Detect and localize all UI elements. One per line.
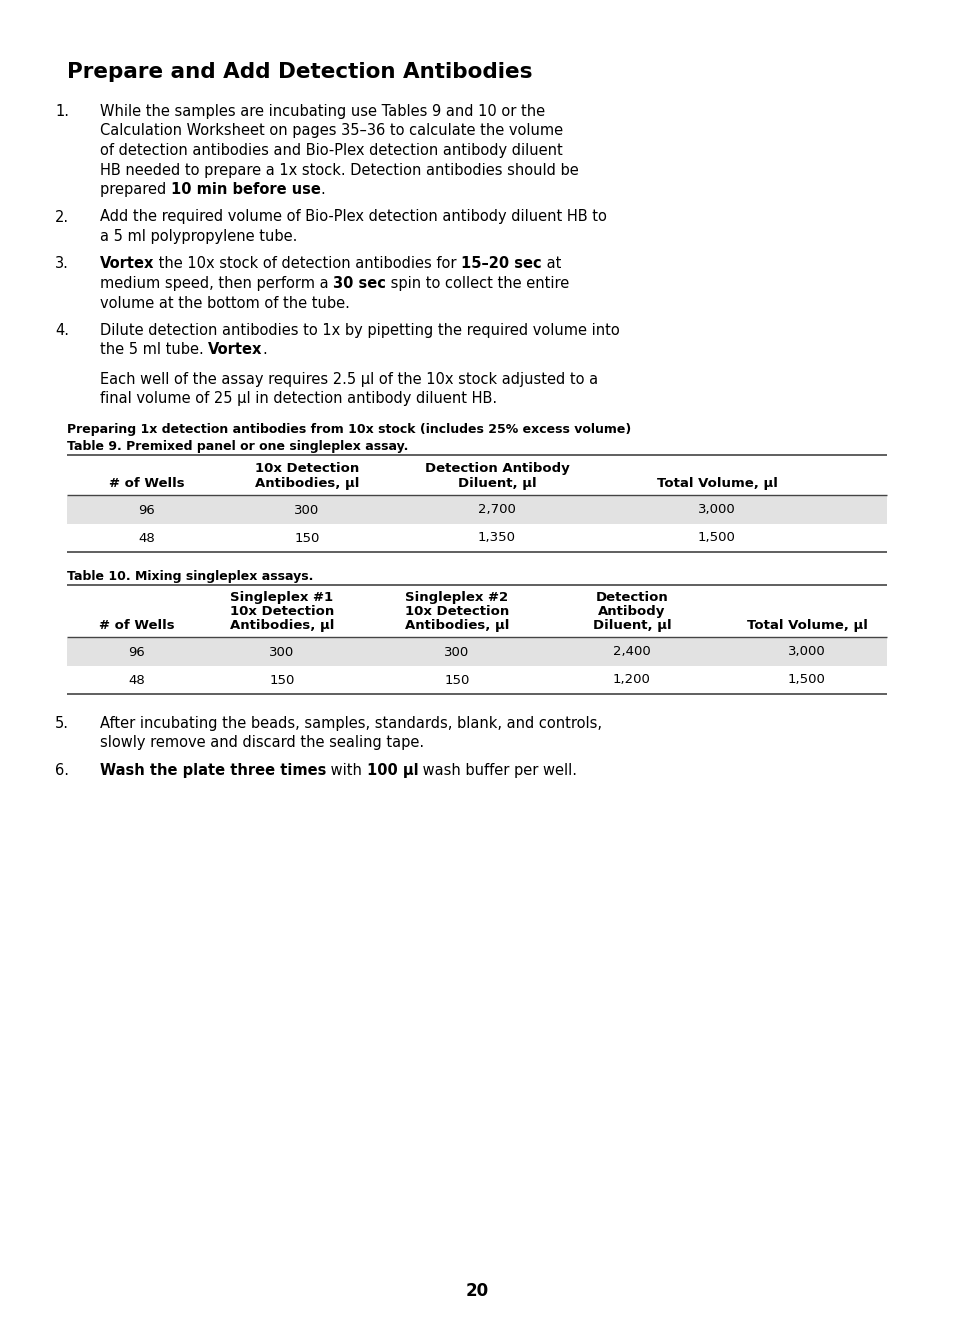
Text: 2,400: 2,400: [613, 645, 650, 659]
Text: Antibodies, µl: Antibodies, µl: [404, 619, 509, 632]
Text: Wash the plate three times: Wash the plate three times: [100, 763, 326, 778]
Text: final volume of 25 µl in detection antibody diluent HB.: final volume of 25 µl in detection antib…: [100, 391, 497, 406]
Bar: [67, 496, 886, 524]
Text: Prepare and Add Detection Antibodies: Prepare and Add Detection Antibodies: [67, 61, 532, 81]
Text: Preparing 1x detection antibodies from 10x stock (includes 25% excess volume): Preparing 1x detection antibodies from 1…: [67, 424, 631, 436]
Text: Add the required volume of Bio-Plex detection antibody diluent HB to: Add the required volume of Bio-Plex dete…: [100, 210, 606, 224]
Text: After incubating the beads, samples, standards, blank, and controls,: After incubating the beads, samples, sta…: [100, 716, 601, 731]
Text: 10x Detection: 10x Detection: [254, 462, 358, 476]
Text: at: at: [541, 257, 561, 271]
Text: 3,000: 3,000: [698, 504, 735, 517]
Bar: [67, 639, 886, 667]
Text: 3.: 3.: [55, 257, 69, 271]
Text: Table 9. Premixed panel or one singleplex assay.: Table 9. Premixed panel or one singleple…: [67, 440, 408, 453]
Text: Detection: Detection: [595, 591, 668, 604]
Text: # of Wells: # of Wells: [99, 619, 174, 632]
Text: Total Volume, µl: Total Volume, µl: [656, 477, 777, 490]
Text: 10 min before use: 10 min before use: [171, 182, 320, 196]
Text: wash buffer per well.: wash buffer per well.: [418, 763, 577, 778]
Text: 5.: 5.: [55, 716, 69, 731]
Text: Antibodies, µl: Antibodies, µl: [230, 619, 334, 632]
Text: Each well of the assay requires 2.5 µl of the 10x stock adjusted to a: Each well of the assay requires 2.5 µl o…: [100, 371, 598, 387]
Text: 48: 48: [129, 673, 145, 687]
Text: 150: 150: [444, 673, 469, 687]
Text: Singleplex #2: Singleplex #2: [405, 591, 508, 604]
Text: the 10x stock of detection antibodies for: the 10x stock of detection antibodies fo…: [154, 257, 461, 271]
Text: 48: 48: [138, 532, 155, 545]
Text: 2.: 2.: [55, 210, 69, 224]
Text: a 5 ml polypropylene tube.: a 5 ml polypropylene tube.: [100, 228, 297, 244]
Text: slowly remove and discard the sealing tape.: slowly remove and discard the sealing ta…: [100, 736, 424, 751]
Text: Diluent, µl: Diluent, µl: [457, 477, 536, 490]
Text: 1,500: 1,500: [787, 673, 825, 687]
Text: Diluent, µl: Diluent, µl: [592, 619, 671, 632]
Text: 1,200: 1,200: [613, 673, 650, 687]
Text: 300: 300: [269, 645, 294, 659]
Text: .: .: [320, 182, 325, 196]
Text: Dilute detection antibodies to 1x by pipetting the required volume into: Dilute detection antibodies to 1x by pip…: [100, 323, 619, 338]
Text: 96: 96: [138, 504, 155, 517]
Text: Antibodies, µl: Antibodies, µl: [254, 477, 359, 490]
Text: Table 10. Mixing singleplex assays.: Table 10. Mixing singleplex assays.: [67, 570, 313, 582]
Text: the 5 ml tube.: the 5 ml tube.: [100, 342, 208, 358]
Text: 300: 300: [294, 504, 319, 517]
Text: Total Volume, µl: Total Volume, µl: [746, 619, 866, 632]
Text: 300: 300: [444, 645, 469, 659]
Text: Vortex: Vortex: [100, 257, 154, 271]
Text: Calculation Worksheet on pages 35–36 to calculate the volume: Calculation Worksheet on pages 35–36 to …: [100, 123, 562, 139]
Text: 30 sec: 30 sec: [333, 277, 386, 291]
Text: Detection Antibody: Detection Antibody: [424, 462, 569, 476]
Text: 10x Detection: 10x Detection: [230, 605, 334, 619]
Text: Singleplex #1: Singleplex #1: [231, 591, 334, 604]
Text: 150: 150: [269, 673, 294, 687]
Text: 20: 20: [465, 1283, 488, 1300]
Text: spin to collect the entire: spin to collect the entire: [386, 277, 569, 291]
Text: prepared: prepared: [100, 182, 171, 196]
Text: 15–20 sec: 15–20 sec: [461, 257, 541, 271]
Text: Antibody: Antibody: [598, 605, 665, 619]
Text: 150: 150: [294, 532, 319, 545]
Text: 3,000: 3,000: [787, 645, 825, 659]
Text: 1,500: 1,500: [698, 532, 735, 545]
Text: volume at the bottom of the tube.: volume at the bottom of the tube.: [100, 295, 350, 310]
Text: # of Wells: # of Wells: [109, 477, 185, 490]
Text: .: .: [262, 342, 267, 358]
Text: 2,700: 2,700: [477, 504, 516, 517]
Text: 4.: 4.: [55, 323, 69, 338]
Text: HB needed to prepare a 1x stock. Detection antibodies should be: HB needed to prepare a 1x stock. Detecti…: [100, 163, 578, 178]
Text: with: with: [326, 763, 367, 778]
Text: 1,350: 1,350: [477, 532, 516, 545]
Text: While the samples are incubating use Tables 9 and 10 or the: While the samples are incubating use Tab…: [100, 104, 544, 119]
Text: of detection antibodies and Bio-Plex detection antibody diluent: of detection antibodies and Bio-Plex det…: [100, 143, 562, 158]
Text: 1.: 1.: [55, 104, 69, 119]
Text: Vortex: Vortex: [208, 342, 262, 358]
Text: 100 µl: 100 µl: [367, 763, 418, 778]
Text: 10x Detection: 10x Detection: [404, 605, 509, 619]
Text: medium speed, then perform a: medium speed, then perform a: [100, 277, 333, 291]
Text: 6.: 6.: [55, 763, 69, 778]
Text: 96: 96: [129, 645, 145, 659]
